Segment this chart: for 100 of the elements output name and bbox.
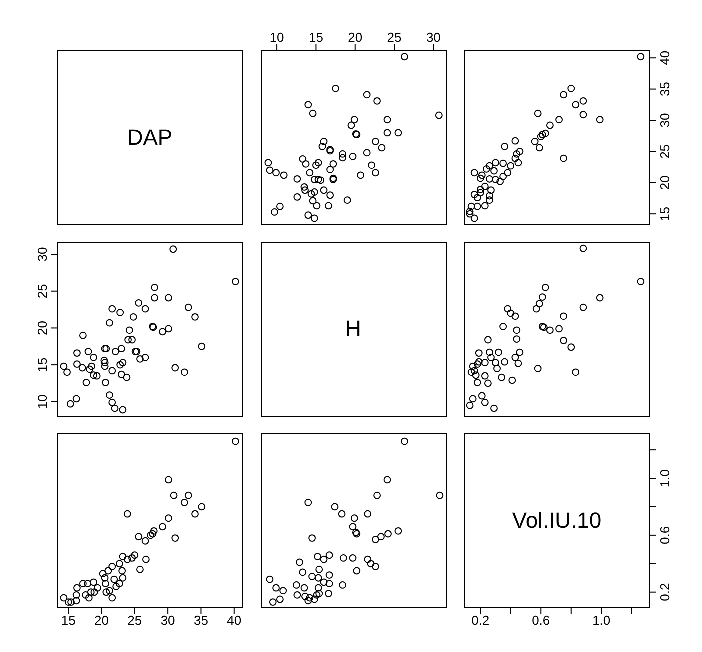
point bbox=[276, 596, 284, 604]
point bbox=[116, 360, 124, 368]
point bbox=[400, 53, 408, 61]
point bbox=[306, 594, 314, 602]
point bbox=[102, 378, 110, 386]
point bbox=[184, 303, 192, 311]
point bbox=[364, 556, 372, 564]
point bbox=[512, 137, 520, 145]
point bbox=[131, 552, 139, 560]
point bbox=[180, 499, 188, 506]
point bbox=[293, 175, 301, 183]
point bbox=[314, 159, 322, 167]
point bbox=[118, 370, 126, 378]
point bbox=[332, 84, 339, 92]
point bbox=[315, 590, 323, 598]
point bbox=[314, 553, 321, 560]
point bbox=[362, 149, 370, 157]
x-tick-label: 10 bbox=[269, 30, 284, 45]
point bbox=[276, 202, 284, 210]
point bbox=[312, 162, 320, 170]
point bbox=[272, 169, 280, 177]
point bbox=[88, 362, 96, 370]
point bbox=[488, 186, 495, 194]
point bbox=[82, 378, 90, 386]
point bbox=[532, 304, 540, 312]
point bbox=[580, 97, 588, 105]
point bbox=[312, 202, 320, 210]
point bbox=[538, 131, 546, 139]
x-tick-label: 35 bbox=[194, 613, 208, 628]
point bbox=[470, 366, 478, 374]
y-tick-label: 10 bbox=[35, 394, 50, 409]
point bbox=[106, 587, 114, 595]
point bbox=[508, 376, 516, 384]
point bbox=[74, 360, 81, 368]
point bbox=[170, 492, 178, 500]
y-tick-label: 0.6 bbox=[658, 526, 673, 544]
point bbox=[514, 359, 522, 367]
point bbox=[60, 594, 68, 602]
point bbox=[90, 371, 98, 379]
point bbox=[468, 368, 476, 376]
point bbox=[546, 326, 554, 334]
point bbox=[266, 576, 274, 584]
point bbox=[108, 398, 116, 406]
point bbox=[383, 129, 391, 137]
point bbox=[475, 358, 483, 366]
point bbox=[172, 364, 180, 372]
point bbox=[298, 155, 306, 163]
point bbox=[301, 592, 308, 600]
point bbox=[308, 573, 316, 580]
point bbox=[556, 324, 563, 332]
x-tick-label: 0.6 bbox=[532, 613, 550, 628]
point bbox=[304, 499, 312, 506]
point bbox=[301, 186, 308, 194]
point bbox=[100, 356, 108, 364]
point bbox=[512, 312, 520, 320]
x-tick-label: 1.0 bbox=[592, 613, 611, 628]
point bbox=[504, 304, 512, 312]
point bbox=[68, 598, 75, 606]
point bbox=[486, 175, 494, 183]
point bbox=[304, 597, 312, 605]
point bbox=[112, 348, 120, 355]
point bbox=[486, 196, 494, 204]
point bbox=[512, 154, 520, 162]
point bbox=[434, 112, 442, 120]
point bbox=[111, 404, 119, 412]
point bbox=[512, 353, 520, 361]
point bbox=[372, 563, 379, 570]
point bbox=[149, 530, 157, 538]
point bbox=[264, 159, 272, 167]
point bbox=[304, 101, 312, 109]
point bbox=[481, 358, 489, 366]
point bbox=[348, 152, 356, 160]
point bbox=[560, 312, 568, 320]
point bbox=[318, 143, 326, 150]
point bbox=[172, 534, 180, 542]
point bbox=[596, 116, 604, 124]
point bbox=[159, 523, 166, 531]
point bbox=[119, 553, 127, 560]
point bbox=[104, 567, 112, 575]
point bbox=[350, 116, 358, 124]
point bbox=[142, 353, 150, 361]
point bbox=[315, 566, 323, 574]
point bbox=[192, 510, 199, 518]
point bbox=[466, 210, 474, 218]
point bbox=[142, 304, 150, 312]
point bbox=[93, 372, 101, 380]
point bbox=[304, 212, 312, 220]
point bbox=[352, 567, 360, 575]
point bbox=[492, 176, 500, 184]
point bbox=[329, 160, 337, 168]
point bbox=[151, 283, 159, 291]
point bbox=[484, 336, 492, 344]
point bbox=[308, 534, 316, 542]
point bbox=[123, 373, 131, 381]
point bbox=[339, 554, 347, 562]
point bbox=[481, 398, 489, 406]
point bbox=[498, 373, 506, 381]
point bbox=[536, 144, 544, 152]
point bbox=[472, 371, 480, 379]
point bbox=[500, 172, 508, 180]
